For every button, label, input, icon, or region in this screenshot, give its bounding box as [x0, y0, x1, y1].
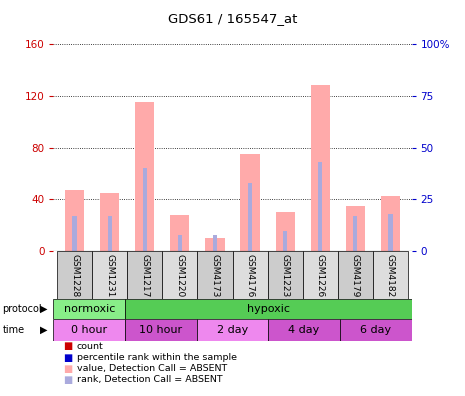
Bar — [57, 251, 92, 299]
Text: ■: ■ — [63, 352, 72, 363]
Text: GSM4173: GSM4173 — [211, 253, 219, 297]
Text: ■: ■ — [63, 341, 72, 352]
Bar — [143, 168, 147, 251]
Text: ■: ■ — [63, 375, 72, 385]
Bar — [125, 319, 197, 341]
Bar — [381, 196, 400, 251]
Bar — [338, 251, 373, 299]
Text: GSM4176: GSM4176 — [246, 253, 254, 297]
Text: GSM1231: GSM1231 — [105, 253, 114, 297]
Text: ■: ■ — [63, 364, 72, 374]
Bar — [232, 251, 267, 299]
Text: time: time — [2, 325, 25, 335]
Bar — [318, 162, 322, 251]
Bar — [125, 299, 412, 319]
Bar — [213, 235, 217, 251]
Bar — [353, 216, 358, 251]
Bar — [373, 251, 408, 299]
Bar — [162, 251, 198, 299]
Text: count: count — [77, 342, 104, 351]
Bar — [267, 251, 303, 299]
Bar — [127, 251, 162, 299]
Text: percentile rank within the sample: percentile rank within the sample — [77, 353, 237, 362]
Text: ▶: ▶ — [40, 304, 48, 314]
Bar — [73, 216, 77, 251]
Bar — [240, 154, 260, 251]
Text: hypoxic: hypoxic — [247, 304, 290, 314]
Bar — [100, 193, 120, 251]
Text: rank, Detection Call = ABSENT: rank, Detection Call = ABSENT — [77, 375, 222, 384]
Text: normoxic: normoxic — [64, 304, 115, 314]
Bar — [197, 319, 268, 341]
Text: 10 hour: 10 hour — [140, 325, 182, 335]
Text: GSM1217: GSM1217 — [140, 253, 149, 297]
Bar — [388, 214, 392, 251]
Bar — [53, 319, 125, 341]
Bar — [198, 251, 232, 299]
Bar — [170, 215, 190, 251]
Bar — [205, 238, 225, 251]
Text: ▶: ▶ — [40, 325, 48, 335]
Bar — [65, 190, 84, 251]
Bar — [178, 235, 182, 251]
Bar — [92, 251, 127, 299]
Bar — [303, 251, 338, 299]
Bar — [311, 85, 330, 251]
Bar — [107, 216, 112, 251]
Text: 6 day: 6 day — [360, 325, 391, 335]
Bar — [283, 230, 287, 251]
Text: 4 day: 4 day — [288, 325, 320, 335]
Text: protocol: protocol — [2, 304, 42, 314]
Text: GSM4182: GSM4182 — [386, 253, 395, 297]
Bar — [275, 213, 295, 251]
Bar — [340, 319, 412, 341]
Text: 0 hour: 0 hour — [71, 325, 107, 335]
Text: GSM1220: GSM1220 — [175, 253, 184, 297]
Text: GSM4179: GSM4179 — [351, 253, 360, 297]
Bar — [135, 102, 154, 251]
Text: GDS61 / 165547_at: GDS61 / 165547_at — [168, 12, 297, 25]
Bar — [53, 299, 125, 319]
Text: value, Detection Call = ABSENT: value, Detection Call = ABSENT — [77, 364, 227, 373]
Bar — [268, 319, 340, 341]
Text: 2 day: 2 day — [217, 325, 248, 335]
Text: GSM1226: GSM1226 — [316, 253, 325, 297]
Text: GSM1228: GSM1228 — [70, 253, 79, 297]
Bar — [345, 206, 365, 251]
Text: GSM1223: GSM1223 — [281, 253, 290, 297]
Bar — [248, 183, 252, 251]
